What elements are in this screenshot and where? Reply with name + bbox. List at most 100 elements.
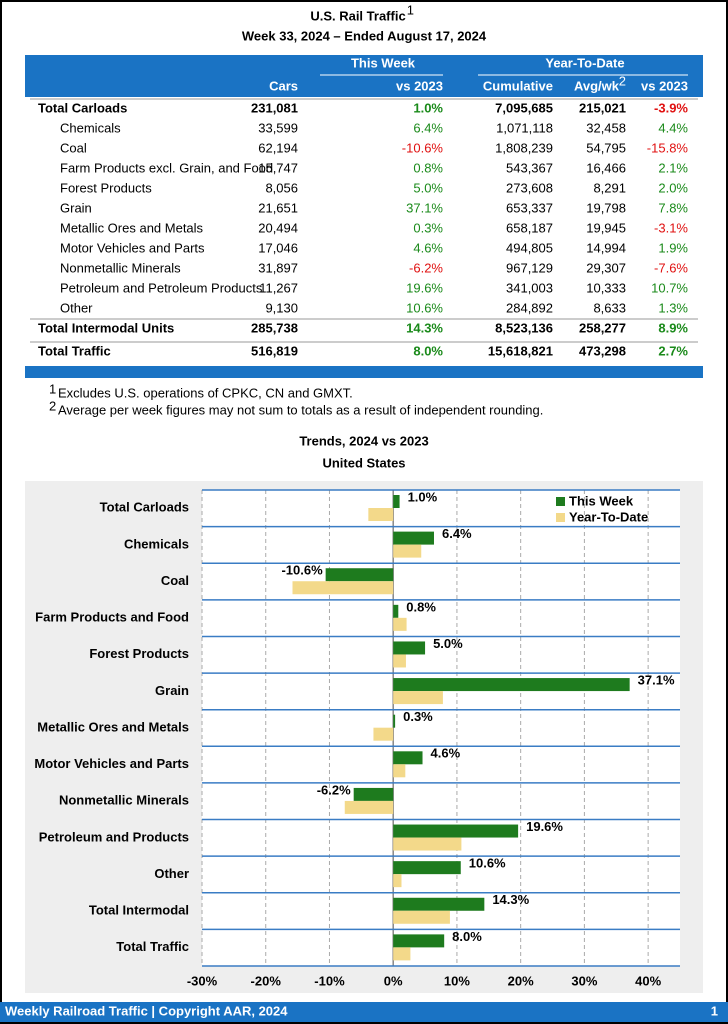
value-label: 5.0%	[433, 636, 463, 651]
cell: 1.0%	[413, 100, 443, 115]
x-tick-label: 40%	[635, 973, 661, 988]
cell: 19.6%	[406, 280, 443, 295]
bar	[325, 568, 394, 582]
bar	[393, 751, 423, 765]
cell: 284,892	[506, 300, 553, 315]
cell: 15,618,821	[488, 343, 553, 358]
bar	[353, 787, 394, 801]
legend-label: This Week	[569, 493, 634, 508]
cell: 285,738	[251, 320, 298, 335]
bar	[393, 837, 462, 851]
category-label: Total Carloads	[100, 500, 189, 515]
bar	[393, 654, 406, 668]
x-tick-label: 20%	[508, 973, 534, 988]
footnote: Excludes U.S. operations of CPKC, CN and…	[58, 385, 353, 400]
category-label: Total Intermodal	[89, 903, 189, 918]
value-label: 0.3%	[403, 709, 433, 724]
category-label: Farm Products and Food	[35, 610, 189, 625]
cell: 54,795	[586, 140, 626, 155]
bar	[344, 800, 394, 814]
cell: 6.4%	[413, 120, 443, 135]
cell: 0.3%	[413, 220, 443, 235]
cell: 258,277	[579, 320, 626, 335]
cell: 658,187	[506, 220, 553, 235]
category-label: Other	[154, 866, 189, 881]
value-label: -10.6%	[281, 563, 323, 578]
footer-text: Weekly Railroad Traffic | Copyright AAR,…	[5, 1003, 288, 1018]
cell: 33,599	[258, 120, 298, 135]
value-label: 4.6%	[431, 746, 461, 761]
bar	[393, 714, 396, 728]
cell: 341,003	[506, 280, 553, 295]
group-header: Year-To-Date	[545, 55, 624, 70]
cell: 19,945	[586, 220, 626, 235]
legend-label: Year-To-Date	[569, 509, 648, 524]
category-label: Nonmetallic Minerals	[59, 793, 189, 808]
cell: 14.3%	[406, 320, 443, 335]
chart-title: Trends, 2024 vs 2023	[299, 433, 428, 448]
cell: 10,333	[586, 280, 626, 295]
cell: 7.8%	[658, 200, 688, 215]
value-label: -6.2%	[317, 782, 351, 797]
bar	[368, 508, 394, 521]
category-label: Petroleum and Products	[39, 829, 189, 844]
bar	[393, 910, 450, 924]
bar	[393, 495, 400, 508]
cell: 273,608	[506, 180, 553, 195]
row-label: Farm Products excl. Grain, and Food	[60, 160, 273, 175]
cell: 494,805	[506, 240, 553, 255]
category-label: Forest Products	[89, 646, 189, 661]
cell: 10.7%	[651, 280, 688, 295]
category-label: Chemicals	[124, 536, 189, 551]
bar	[393, 947, 411, 961]
cell: 8.9%	[658, 320, 688, 335]
bar	[292, 581, 394, 595]
title-note: 1	[407, 2, 414, 17]
value-label: 37.1%	[638, 673, 675, 688]
cell: 20,494	[258, 220, 298, 235]
subtitle: Week 33, 2024 – Ended August 17, 2024	[242, 28, 487, 43]
bar	[393, 764, 406, 778]
cell: 16,466	[586, 160, 626, 175]
x-tick-label: -10%	[314, 973, 345, 988]
value-label: 14.3%	[492, 892, 529, 907]
row-label: Motor Vehicles and Parts	[60, 240, 205, 255]
cell: 15,747	[258, 160, 298, 175]
cell: 37.1%	[406, 200, 443, 215]
title: U.S. Rail Traffic	[310, 8, 405, 23]
cell: 1,071,118	[496, 120, 553, 135]
footnote: Average per week figures may not sum to …	[58, 402, 543, 417]
row-label: Grain	[60, 200, 92, 215]
row-label: Chemicals	[60, 120, 121, 135]
footnote-mark: 2	[49, 398, 56, 413]
row-label: Coal	[60, 140, 87, 155]
category-label: Total Traffic	[116, 939, 189, 954]
cell: 4.4%	[658, 120, 688, 135]
row-label: Other	[60, 300, 93, 315]
cell: 2.0%	[658, 180, 688, 195]
cell: -10.6%	[402, 140, 444, 155]
cell: 8,523,136	[495, 320, 553, 335]
category-label: Grain	[155, 683, 189, 698]
cell: 7,095,685	[495, 100, 553, 115]
category-label: Metallic Ores and Metals	[37, 719, 189, 734]
cell: -3.9%	[654, 100, 688, 115]
value-label: 6.4%	[442, 526, 472, 541]
row-label: Forest Products	[60, 180, 152, 195]
x-tick-label: 0%	[384, 973, 403, 988]
cell: 32,458	[586, 120, 626, 135]
cell: 543,367	[506, 160, 553, 175]
plot-area	[202, 490, 680, 966]
value-label: 10.6%	[469, 856, 506, 871]
cell: 11,267	[259, 280, 298, 295]
cell: 8.0%	[413, 343, 443, 358]
row-label: Metallic Ores and Metals	[60, 220, 204, 235]
footnote-mark: 1	[49, 381, 56, 396]
x-tick-label: 30%	[571, 973, 597, 988]
table-bottom-band	[25, 366, 703, 378]
cell: 8,056	[265, 180, 298, 195]
cell: 1,808,239	[495, 140, 553, 155]
column-header: Cars	[269, 78, 298, 93]
